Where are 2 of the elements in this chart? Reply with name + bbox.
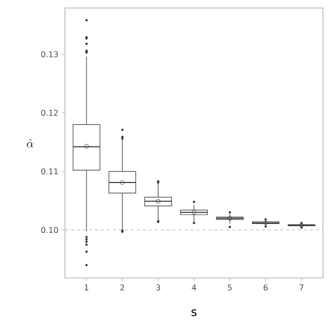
y-axis-title: $\hat{\alpha}$ <box>26 138 34 148</box>
x-axis-title: s <box>192 309 197 316</box>
